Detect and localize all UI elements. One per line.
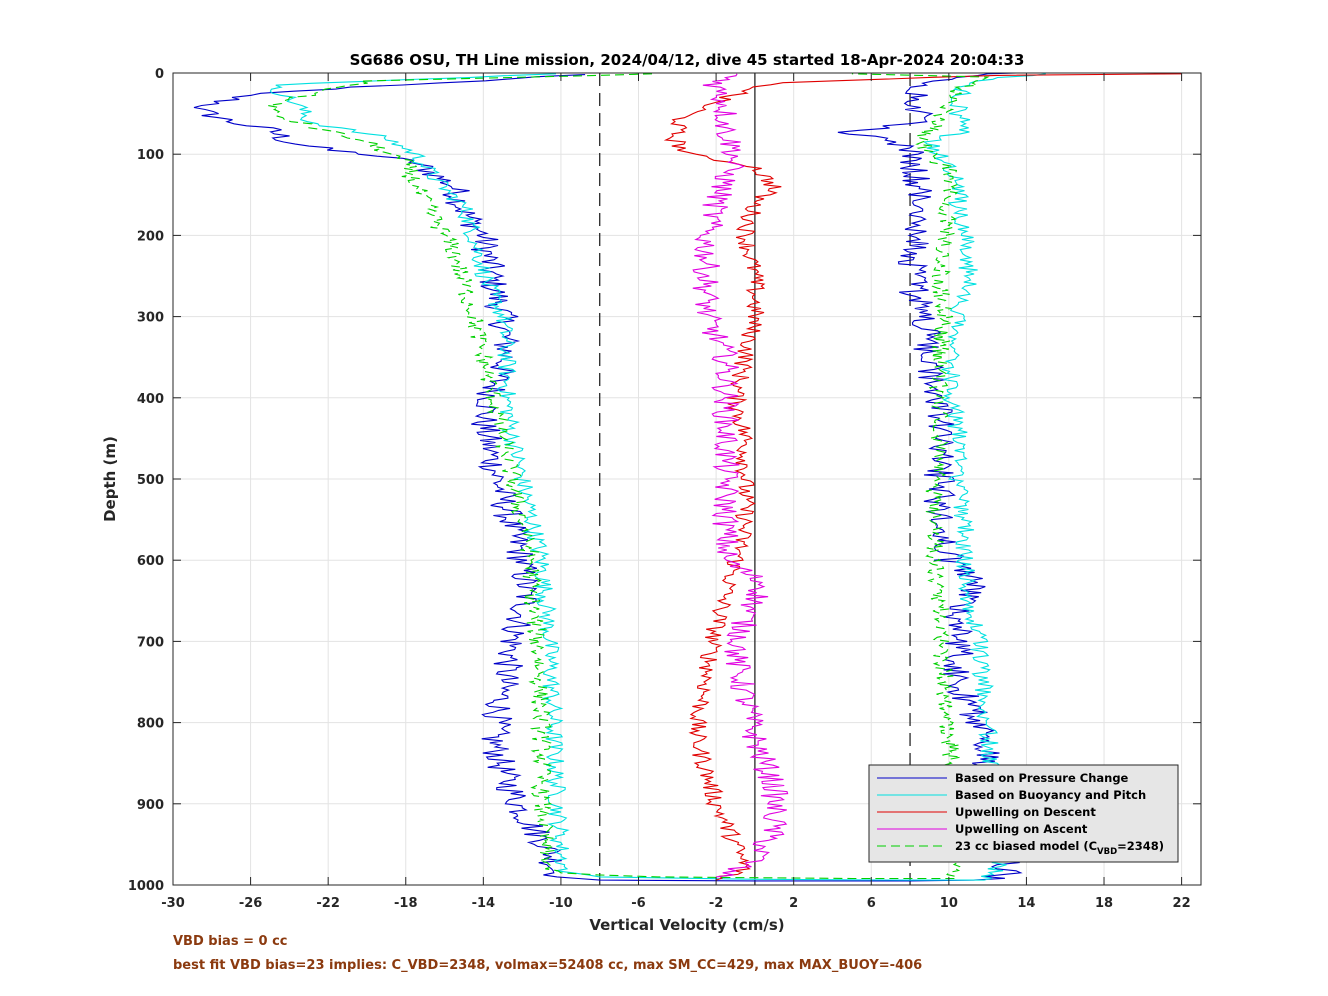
y-tick-label: 800 [137, 717, 164, 732]
legend-label-suffix: =2348) [1117, 839, 1164, 853]
x-tick-label: -6 [631, 896, 645, 911]
x-tick-label: -30 [161, 896, 185, 911]
legend-label: Upwelling on Descent [955, 805, 1096, 819]
legend-label-subscript: VBD [1097, 847, 1117, 857]
x-tick-label: 18 [1095, 896, 1113, 911]
x-tick-label: -26 [239, 896, 263, 911]
y-axis-label: Depth (m) [101, 436, 119, 522]
y-tick-label: 700 [137, 635, 164, 650]
grid [172, 72, 1201, 886]
x-tick-label: 6 [867, 896, 876, 911]
best-fit-note: best fit VBD bias=23 implies: C_VBD=2348… [173, 958, 923, 973]
series-line-0 [193, 72, 1023, 882]
series-line-2 [663, 73, 1182, 881]
y-tick-label: 500 [137, 473, 164, 488]
legend-label: 23 cc biased model (CVBD=2348) [955, 839, 1164, 857]
x-tick-label: -22 [316, 896, 340, 911]
chart-title: SG686 OSU, TH Line mission, 2024/04/12, … [350, 51, 1025, 69]
legend-label-prefix: 23 cc biased model (C [955, 839, 1097, 853]
reference-lines [599, 73, 911, 885]
legend-label: Upwelling on Ascent [955, 822, 1088, 836]
y-tick-label: 400 [137, 392, 164, 407]
y-tick-label: 100 [137, 148, 164, 163]
legend: Based on Pressure Change Based on Buoyanc… [868, 764, 1179, 863]
y-tick-label: 900 [137, 798, 164, 813]
series-line-3 [692, 73, 789, 878]
legend-label: Based on Buoyancy and Pitch [955, 788, 1146, 802]
y-tick-label: 0 [155, 67, 164, 82]
y-tick-label: 1000 [128, 879, 164, 894]
x-tick-label: 22 [1173, 896, 1191, 911]
y-tick-label: 200 [137, 229, 164, 244]
series-line-4 [267, 73, 990, 880]
x-tick-label: -10 [549, 896, 573, 911]
series-line-1 [269, 73, 1046, 881]
x-tick-label: -14 [472, 896, 496, 911]
x-tick-label: 2 [789, 896, 798, 911]
y-tick-label: 600 [137, 554, 164, 569]
x-tick-label: 10 [940, 896, 958, 911]
legend-label: Based on Pressure Change [955, 771, 1129, 785]
series-group [193, 72, 1182, 882]
x-tick-label: -18 [394, 896, 418, 911]
vbd-bias-note: VBD bias = 0 cc [173, 934, 288, 949]
x-tick-label: -2 [709, 896, 723, 911]
x-tick-label: 14 [1017, 896, 1035, 911]
y-tick-label: 300 [137, 311, 164, 326]
axis-ticks: -30 -26 -22 -18 -14 -10 -6 -2 2 6 10 14 18 2201002003… [128, 67, 1201, 911]
x-axis-label: Vertical Velocity (cm/s) [589, 916, 784, 934]
